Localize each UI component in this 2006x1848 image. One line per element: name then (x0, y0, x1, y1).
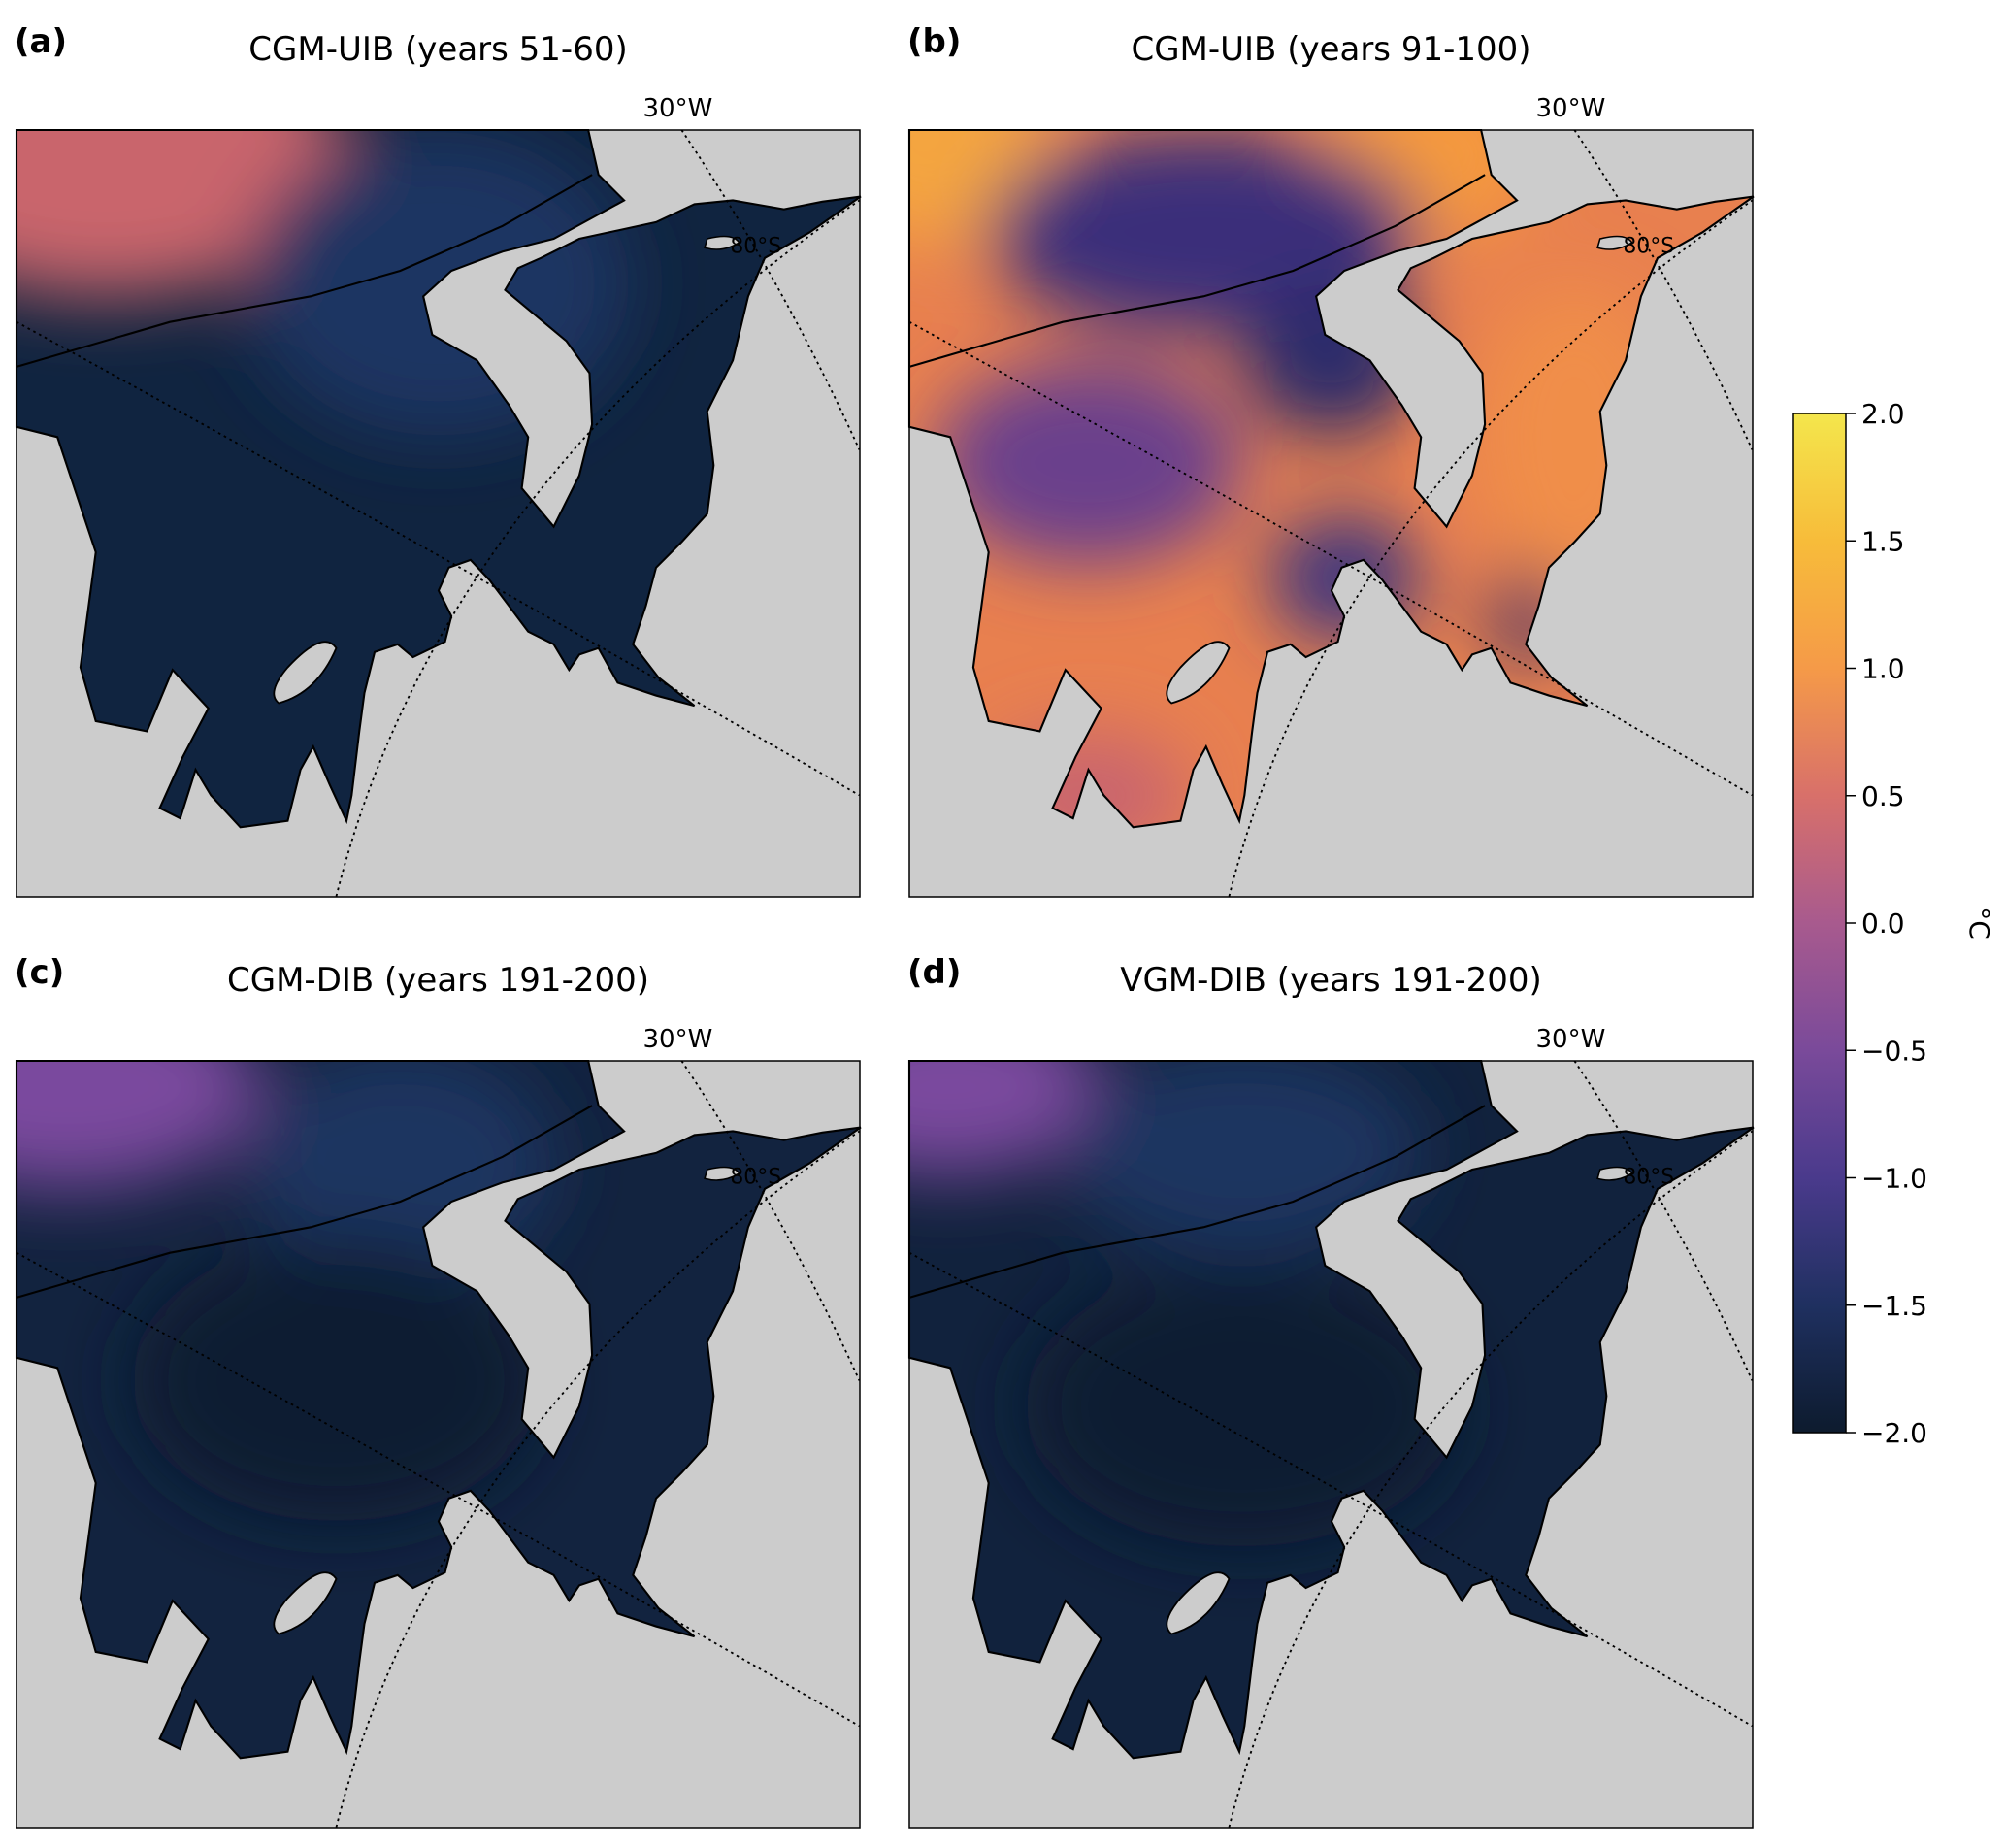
boundary (16, 1105, 593, 1299)
colorbar-label: °C (1963, 907, 1995, 940)
lon-label: 30°W (643, 1025, 713, 1054)
lon-label: 30°W (1536, 94, 1606, 123)
colorbar-tick-label: −0.5 (1861, 1035, 1927, 1067)
graticule (908, 320, 1754, 797)
colorbar-tick-label: 0.0 (1861, 908, 1905, 940)
lat-label: 80°S (1623, 235, 1674, 259)
island (1596, 1166, 1633, 1181)
map (15, 128, 862, 897)
colorbar-tick-label: −1.0 (1861, 1163, 1927, 1195)
island (704, 1166, 740, 1181)
map (907, 128, 1755, 897)
graticule (335, 199, 861, 897)
panels: (a) CGM-UIB (years 51-60) 30°W 80°S (b) CGM-U… (15, 22, 1755, 1829)
colorbar-tick-label: 2.0 (1861, 398, 1905, 430)
shade (16, 1061, 260, 1189)
panel-title: CGM-DIB (years 191-200) (227, 961, 649, 1000)
shade (16, 130, 349, 297)
lon-label: 30°W (1536, 1025, 1606, 1054)
panel-title: CGM-UIB (years 51-60) (248, 30, 627, 69)
panel-label: (b) (907, 22, 961, 61)
shade (935, 360, 1242, 566)
graticule (1228, 199, 1754, 897)
panel-frame (908, 1060, 1754, 1829)
colorbar-tick-label: 1.0 (1861, 653, 1905, 685)
shading (909, 130, 1677, 828)
island (1166, 641, 1231, 705)
shading (909, 1061, 1460, 1547)
shade (909, 130, 1050, 246)
graticule (335, 1130, 861, 1828)
colorbar-tick-label: −2.0 (1861, 1417, 1927, 1449)
shade (1024, 1265, 1460, 1547)
colorbar-tick-label: 1.5 (1861, 525, 1905, 557)
boundary (16, 174, 593, 368)
graticule (16, 320, 861, 797)
panel-title: VGM-DIB (years 191-200) (1120, 961, 1542, 1000)
island (704, 235, 740, 250)
map (15, 1059, 862, 1828)
map (907, 1059, 1755, 1828)
shade (909, 1061, 1102, 1176)
boundary (908, 1105, 1486, 1299)
graticule (16, 1251, 861, 1728)
panel-label: (d) (907, 953, 961, 992)
island (1596, 235, 1633, 250)
panel-label: (a) (15, 22, 67, 61)
colorbar-tick-label: −1.5 (1861, 1290, 1927, 1322)
boundary (908, 174, 1486, 368)
panel-title: CGM-UIB (years 91-100) (1131, 30, 1530, 69)
shade (131, 1239, 542, 1522)
colorbar-tick-label: 0.5 (1861, 780, 1905, 812)
graticule (1228, 1130, 1754, 1828)
lat-label: 80°S (1623, 1166, 1674, 1190)
panel-label: (c) (15, 953, 64, 992)
panel-frame (908, 129, 1754, 898)
shade (1063, 1061, 1422, 1253)
panel-frame (16, 1060, 861, 1829)
lat-label: 80°S (730, 1166, 781, 1190)
colorbar-scale (1792, 412, 1847, 1434)
lon-label: 30°W (643, 94, 713, 123)
panel-frame (16, 129, 861, 898)
shade (986, 130, 1422, 335)
island (273, 1571, 338, 1635)
colorbar: °C 2.0 1.5 1.0 0.5 0.0 −0.5 −1.0 −1.5 −2.0 (1792, 398, 1995, 1449)
lat-label: 80°S (730, 235, 781, 259)
graticule (908, 1251, 1754, 1728)
island (1166, 1571, 1231, 1635)
island (273, 641, 338, 705)
